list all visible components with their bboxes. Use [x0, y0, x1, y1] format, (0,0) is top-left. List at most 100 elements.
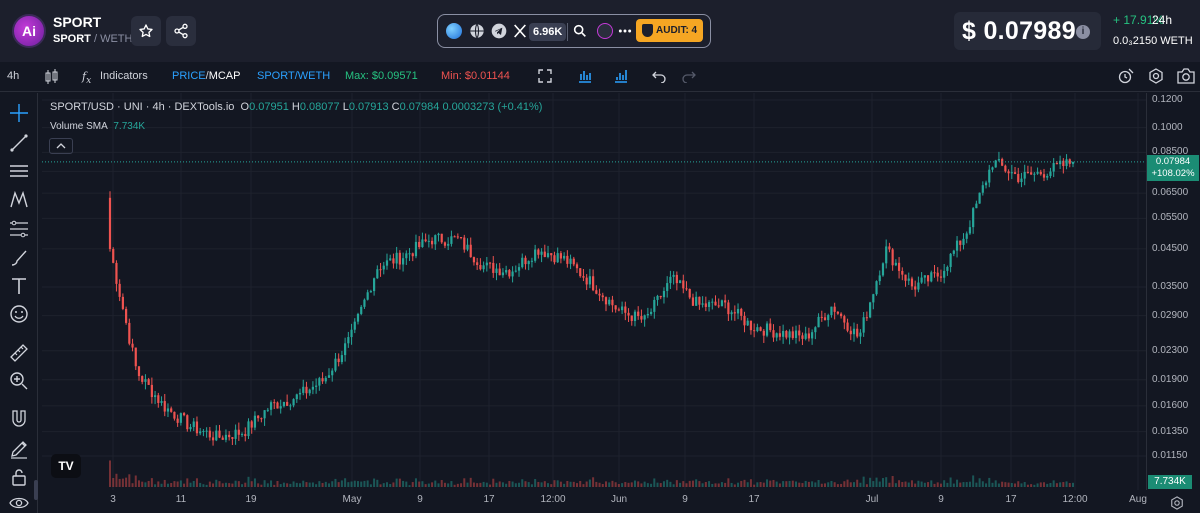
bar-chart-icon[interactable] [578, 69, 592, 83]
y-tick-label: 0.01900 [1152, 373, 1189, 385]
candle-body [408, 253, 411, 255]
candle-body [376, 269, 379, 279]
legend-symbol: SPORT/USD · UNI · 4h · DEXTools.io [50, 101, 235, 113]
pattern-icon[interactable] [9, 190, 29, 210]
high-label: H [291, 101, 300, 113]
candle-body [253, 415, 257, 428]
pair-toggle[interactable]: SPORT/WETH [257, 70, 331, 82]
magnet-icon[interactable] [9, 409, 29, 429]
candle-body [550, 253, 553, 256]
volume-bar [208, 481, 211, 487]
x-icon[interactable] [512, 23, 528, 39]
mcap-option[interactable]: MCAP [208, 70, 241, 82]
candle-body [1039, 171, 1042, 175]
volume-bar [405, 481, 408, 487]
volume-bar [485, 482, 488, 487]
candle-body [199, 431, 202, 434]
globe-icon[interactable] [469, 23, 485, 39]
info-icon[interactable]: i [1076, 25, 1090, 39]
interval-selector[interactable]: 4h [7, 70, 20, 82]
favorite-button[interactable] [131, 16, 161, 46]
clock-icon[interactable] [1118, 68, 1134, 84]
candle-body [955, 240, 959, 251]
candle-body [846, 322, 849, 331]
candle-body [118, 283, 121, 297]
price-axis[interactable] [1146, 93, 1200, 490]
volume-bar [195, 478, 198, 487]
candle-body [620, 306, 624, 311]
volume-bar [682, 481, 685, 487]
x-tick-label: May [342, 494, 362, 505]
axis-settings-icon[interactable] [1170, 496, 1184, 510]
token-price: $ 0.07989 [962, 17, 1076, 45]
eye-icon[interactable] [9, 493, 29, 513]
fib-icon[interactable] [9, 219, 29, 239]
brush-icon[interactable] [9, 248, 29, 268]
volume-bar [811, 481, 814, 487]
volume-bar [1052, 480, 1055, 487]
candle-body [1049, 171, 1052, 176]
volume-bar [302, 480, 305, 487]
settings-icon[interactable] [1148, 68, 1164, 84]
x-tick-label: 11 [175, 494, 187, 505]
tools-scrollbar[interactable] [34, 480, 38, 500]
ruler-icon[interactable] [9, 343, 29, 363]
volume-bar [218, 481, 221, 487]
zoom-in-icon[interactable] [9, 371, 29, 391]
volume-bar [540, 482, 543, 487]
telegram-icon[interactable] [491, 23, 507, 39]
volume-bar [637, 481, 640, 487]
candle-body [1046, 175, 1049, 178]
candle-body [566, 255, 569, 264]
candles-icon[interactable] [45, 69, 59, 85]
emoji-icon[interactable] [9, 304, 29, 324]
volume-bar [830, 480, 833, 487]
volume-bar [521, 479, 524, 487]
collapse-legend-button[interactable] [49, 138, 73, 154]
volume-bar [985, 483, 988, 487]
volume-bar [730, 482, 733, 487]
search-icon[interactable] [572, 23, 588, 39]
redo-icon[interactable] [682, 69, 696, 83]
volume-bar [788, 480, 791, 487]
camera-icon[interactable] [1177, 68, 1195, 84]
volume-bar [727, 478, 730, 487]
volume-bar [495, 482, 498, 487]
indicators-button[interactable]: Indicators [100, 70, 148, 82]
candle-body [163, 401, 166, 412]
volume-badge: 7.734K [1148, 475, 1192, 489]
ohlc-legend: SPORT/USD · UNI · 4h · DEXTools.io O0.07… [50, 101, 542, 113]
audit-badge[interactable]: AUDIT: 4 [636, 19, 703, 42]
volume-bar [804, 480, 807, 487]
volume-bar [579, 480, 582, 487]
more-icon[interactable] [617, 23, 633, 39]
volume-bar [237, 481, 240, 487]
undo-icon[interactable] [652, 69, 666, 83]
text-icon[interactable] [9, 276, 29, 296]
trend-line-icon[interactable] [9, 133, 29, 153]
volume-bar [324, 481, 327, 487]
candle-body [1055, 163, 1058, 165]
candle-body [856, 328, 859, 337]
candle-body [952, 250, 955, 254]
crosshair-icon[interactable] [9, 103, 29, 123]
candle-body [836, 311, 839, 314]
lock-icon[interactable] [9, 467, 29, 487]
horizontal-lines-icon[interactable] [9, 161, 29, 181]
candle-body [862, 317, 865, 333]
dextools-icon[interactable] [597, 23, 613, 39]
volume-bar [128, 474, 131, 487]
volume-bar [373, 478, 376, 487]
lock-drawings-icon[interactable] [9, 439, 29, 459]
candle-body [582, 276, 585, 278]
volume-bar [1001, 481, 1004, 487]
price-option[interactable]: PRICE [172, 70, 206, 82]
compare-icon[interactable] [614, 69, 628, 83]
volume-bar [543, 481, 546, 487]
chain-icon[interactable] [446, 23, 462, 39]
candle-body [160, 401, 163, 403]
share-button[interactable] [166, 16, 196, 46]
fullscreen-icon[interactable] [538, 69, 552, 83]
price-mcap-toggle[interactable]: PRICE/MCAP [172, 70, 240, 82]
